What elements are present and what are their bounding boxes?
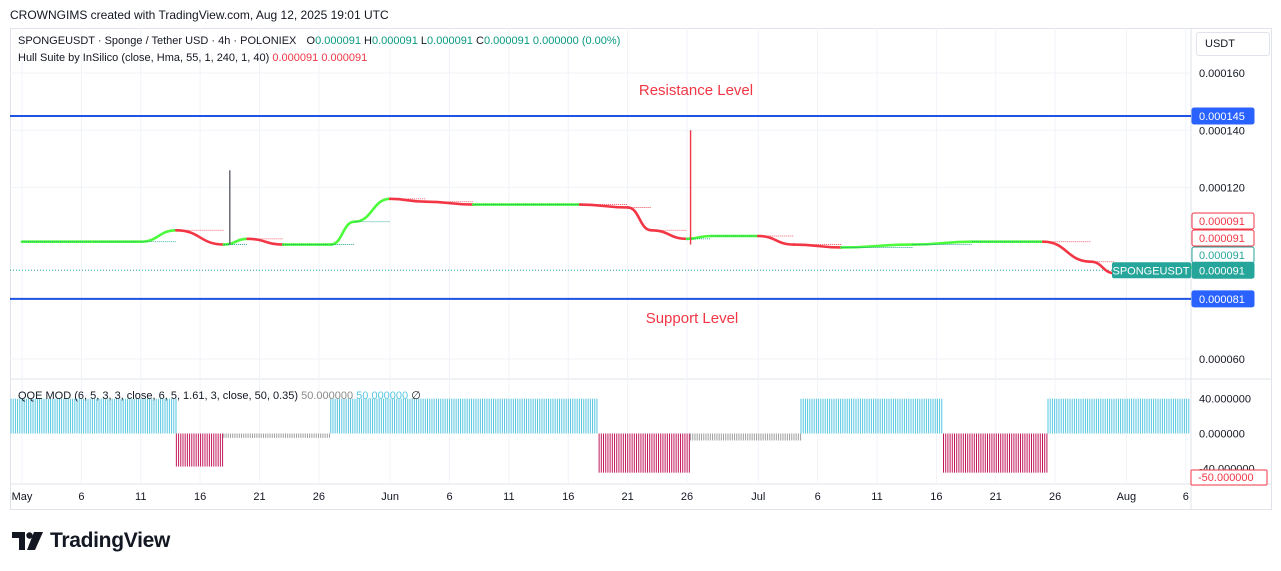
hull-indicator-name[interactable]: Hull Suite by InSilico (close, Hma, 55, … (18, 52, 270, 64)
time-tick-label: 11 (503, 491, 514, 503)
hull-segment (329, 220, 356, 246)
ohlc-o-label: O (306, 35, 316, 47)
levels (10, 115, 1191, 300)
hull-segment (911, 240, 974, 246)
time-tick-label: May (12, 491, 33, 503)
time-tick-label: 16 (194, 491, 206, 503)
symbol-description[interactable]: SPONGEUSDT · Sponge / Tether USD · 4h · … (18, 35, 297, 47)
price-label-box (1191, 229, 1255, 247)
ohlc-o-value: 0.000091 (315, 35, 361, 47)
hull-segment (756, 234, 796, 246)
price-tick-label: 0.000160 (1199, 68, 1245, 80)
price-label-box (1191, 107, 1255, 125)
created-by-header: CROWNGIMS created with TradingView.com, … (10, 8, 389, 22)
hull-segment (388, 197, 428, 204)
time-tick-label: 26 (313, 491, 325, 503)
ohlc-l-label: L (420, 35, 428, 47)
grid (10, 28, 1191, 484)
qqe-value-2: 50.000000 (356, 390, 409, 402)
ohlc-l-value: 0.000091 (427, 35, 473, 47)
qqe-neg-label-box (1190, 469, 1268, 486)
hull-segment (650, 228, 689, 241)
price-tick-label: 0.000140 (1199, 125, 1245, 137)
time-tick-label: Jul (751, 491, 765, 503)
price-labels: -50.000000 0.000145 0.000091 0.000091 0.0000… (1112, 107, 1268, 486)
price-label: 0.000091 (1199, 233, 1245, 245)
price-label: 0.000091 (1199, 250, 1245, 262)
ohlc-change: 0.000000 (0.00%) (532, 35, 621, 47)
time-tick-label: 21 (253, 491, 265, 503)
last-symbol-label: SPONGEUSDT (1112, 265, 1189, 277)
hull-segment (222, 237, 249, 246)
hull-segment (792, 243, 843, 249)
support-annotation: Support Level (646, 310, 739, 327)
price-label-box (1191, 290, 1255, 308)
time-tick-label: 21 (622, 491, 634, 503)
qqe-tick-label: 0.000000 (1199, 429, 1245, 441)
time-tick-label: 16 (930, 491, 942, 503)
price-label: 0.000145 (1199, 111, 1245, 123)
hull-legend: Hull Suite by InSilico (close, Hma, 55, … (18, 52, 367, 64)
price-label: 0.000091 (1199, 216, 1245, 228)
axis-ticks: 0.000160 0.000140 0.000120 0.000060 May 6 11 16… (12, 68, 1255, 503)
time-tick-label: 26 (1049, 491, 1061, 503)
resistance-annotation: Resistance Level (639, 82, 753, 99)
time-tick-label: Aug (1117, 491, 1137, 503)
time-tick-label: 11 (871, 491, 882, 503)
price-tick-label: 0.000120 (1199, 182, 1245, 194)
time-tick-label: 6 (446, 491, 452, 503)
qqe-value-1: 50.000000 (301, 390, 354, 402)
qqe-histogram (10, 398, 1190, 473)
ohlc-c-value: 0.000091 (483, 35, 530, 47)
qqe-neg-label: -50.000000 (1198, 472, 1254, 484)
tradingview-logo-icon (12, 532, 43, 550)
hull-segment (246, 237, 285, 246)
currency-selector[interactable]: USDT (1196, 32, 1270, 56)
price-label: 0.000081 (1199, 294, 1245, 306)
hull-segment (139, 228, 178, 244)
price-label: 0.000091 (1199, 265, 1245, 277)
hull-segment (1041, 240, 1093, 264)
time-tick-label: Jun (381, 491, 399, 503)
time-tick-label: 16 (562, 491, 574, 503)
qqe-value-3: ∅ (411, 390, 421, 402)
hull-series (20, 130, 1223, 275)
hull-segment (175, 228, 226, 246)
chart-frame (10, 28, 1272, 510)
qqe-legend: QQE MOD (6, 5, 3, 3, close, 6, 5, 1.61, … (18, 389, 421, 402)
hull-segment (1089, 260, 1116, 275)
ohlc-h-label: H (364, 35, 372, 47)
time-tick-label: 6 (78, 491, 84, 503)
hull-value-2: 0.000091 (321, 52, 368, 64)
price-label-box (1191, 261, 1255, 279)
qqe-indicator-name[interactable]: QQE MOD (6, 5, 3, 3, close, 6, 5, 1.61, … (18, 390, 299, 402)
time-tick-label: 21 (990, 491, 1002, 503)
qqe-tick-label: 40.000000 (1199, 394, 1251, 406)
hull-segment (353, 197, 392, 224)
hull-segment (424, 200, 475, 206)
price-tick-label: 0.000060 (1199, 354, 1245, 366)
brand-footer[interactable]: TradingView (12, 529, 170, 553)
hull-segment (840, 243, 914, 249)
hull-segment (626, 206, 653, 232)
time-tick-label: 26 (681, 491, 693, 503)
last-symbol-tag (1112, 262, 1191, 279)
time-tick-label: 11 (135, 491, 146, 503)
ohlc-h-value: 0.000091 (371, 35, 418, 47)
hull-value-1: 0.000091 (272, 52, 319, 64)
time-tick-label: 6 (1183, 491, 1189, 503)
time-tick-label: 6 (815, 491, 821, 503)
ohlc-c-label: C (476, 35, 484, 47)
brand-name: TradingView (50, 529, 171, 552)
hull-segment (578, 203, 629, 209)
price-label-box (1191, 212, 1255, 230)
main-legend: SPONGEUSDT · Sponge / Tether USD · 4h · … (18, 35, 620, 47)
